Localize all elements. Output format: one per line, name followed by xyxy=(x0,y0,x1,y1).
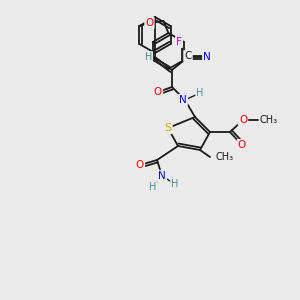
Text: O: O xyxy=(239,115,247,125)
Text: CH₃: CH₃ xyxy=(260,115,278,125)
Text: O: O xyxy=(145,18,154,28)
Text: F: F xyxy=(176,37,182,47)
Text: N: N xyxy=(179,95,187,105)
Text: S: S xyxy=(164,123,172,133)
Text: CH₃: CH₃ xyxy=(215,152,233,162)
Text: O: O xyxy=(238,140,246,150)
Text: O: O xyxy=(136,160,144,170)
Text: N: N xyxy=(158,171,166,181)
Text: H: H xyxy=(149,182,157,192)
Text: O: O xyxy=(154,87,162,97)
Text: C: C xyxy=(184,51,192,61)
Text: H: H xyxy=(145,52,152,62)
Text: H: H xyxy=(171,179,179,189)
Text: N: N xyxy=(203,52,211,62)
Text: H: H xyxy=(196,88,204,98)
